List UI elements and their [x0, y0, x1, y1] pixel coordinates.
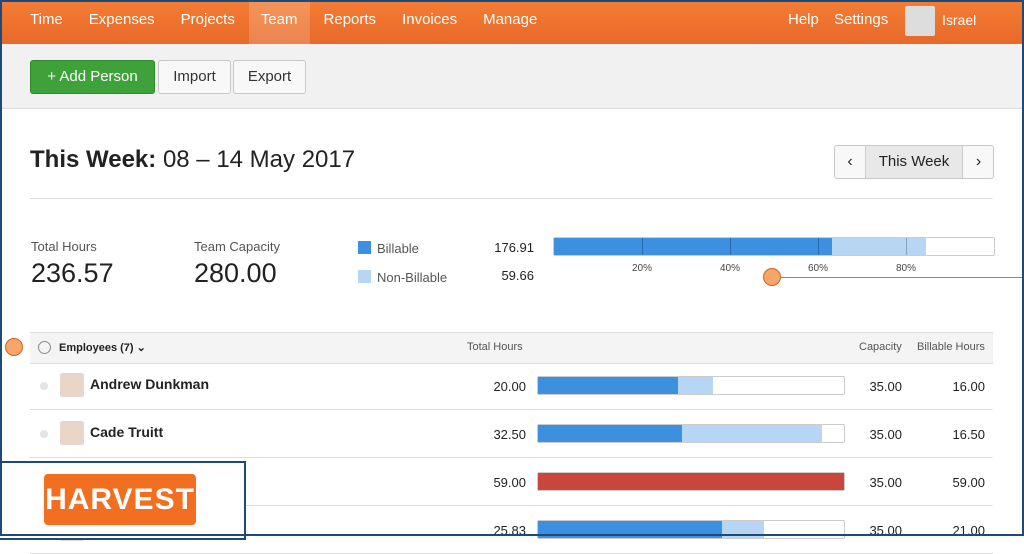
user-menu[interactable]: Israel	[942, 12, 977, 28]
tick-line	[906, 238, 907, 255]
avatar	[60, 373, 84, 397]
capacity-label: Team Capacity	[194, 239, 280, 254]
tick-label: 40%	[719, 263, 740, 274]
nonbillable-label: Non-Billable	[377, 270, 448, 285]
hours-bar	[537, 472, 845, 491]
billable-bar	[538, 377, 678, 394]
tick-label: 20%	[631, 263, 652, 274]
nonbillable-swatch	[358, 270, 371, 283]
billable-hours: 59.00	[952, 475, 985, 490]
billable-bar	[538, 521, 722, 538]
employee-row: Andrew Dunkman 20.00 35.00 16.00	[30, 362, 993, 410]
title-range: 08 – 14 May 2017	[162, 146, 356, 173]
billable-value: 176.91	[494, 240, 534, 255]
nonbillable-bar	[832, 238, 926, 255]
employee-name[interactable]: Cade Truitt	[90, 424, 164, 440]
capacity-value: 280.00	[194, 258, 277, 288]
billable-swatch	[358, 241, 371, 254]
nav-item[interactable]: Settings	[834, 11, 889, 28]
nav-item[interactable]: Invoices	[402, 11, 458, 28]
billable-bar	[554, 238, 832, 255]
this-week-button[interactable]: This Week	[866, 146, 962, 178]
avatar	[905, 6, 935, 36]
total-value: 236.57	[31, 258, 114, 288]
nonbillable-bar	[677, 377, 713, 394]
annotation-dot	[5, 338, 23, 356]
total-label: Total Hours	[31, 239, 97, 254]
next[interactable]: ›	[962, 146, 994, 178]
total-header: Total Hours	[467, 341, 523, 353]
nav-bar	[0, 0, 1024, 44]
hours-bar	[537, 376, 845, 395]
billable-hours: 16.50	[952, 427, 985, 442]
avatar	[60, 421, 84, 445]
nav-item[interactable]: Help	[788, 11, 819, 28]
employees-text: Employees (7)	[59, 342, 134, 354]
employee-name[interactable]: Andrew Dunkman	[90, 376, 210, 392]
tick-line	[730, 238, 731, 255]
import-button[interactable]: Import	[158, 60, 231, 94]
divider	[30, 198, 993, 199]
billable-hours: 16.00	[952, 379, 985, 394]
nav-item[interactable]: Time	[30, 11, 63, 28]
nav-item[interactable]: Projects	[180, 11, 235, 28]
nav-item[interactable]: Manage	[483, 11, 538, 28]
employees-header[interactable]: Employees (7) ⌄	[59, 342, 146, 354]
add-button[interactable]: + Add Person	[30, 60, 155, 94]
annotation-line	[772, 277, 1024, 278]
hours-bar	[537, 424, 845, 443]
title: This Week: 08 – 14 May 2017	[30, 146, 355, 174]
nav-item[interactable]: Team	[248, 0, 310, 44]
annotation-dot	[763, 268, 781, 286]
total-hours: 59.00	[493, 475, 526, 490]
prev[interactable]: ‹	[835, 146, 866, 178]
over-capacity-bar	[538, 473, 844, 490]
table-header: Employees (7) ⌄ Total Hours Capacity Bil…	[30, 332, 993, 364]
billable-bar	[538, 425, 683, 442]
employee-row: Cade Truitt 32.50 35.00 16.50	[30, 410, 993, 458]
capacity: 35.00	[869, 379, 902, 394]
logo-box: HARVEST	[0, 461, 246, 540]
status-dot	[40, 382, 48, 390]
billable-header: Billable Hours	[917, 341, 985, 353]
logo: HARVEST	[44, 474, 196, 525]
clock-icon	[38, 341, 51, 354]
capacity: 35.00	[869, 427, 902, 442]
billable-label: Billable	[377, 241, 419, 256]
nav-item[interactable]: Expenses	[88, 11, 155, 28]
capacity-header: Capacity	[859, 341, 902, 353]
hours-bar	[537, 520, 845, 539]
tick-line	[642, 238, 643, 255]
nonbillable-value: 59.66	[501, 268, 534, 283]
nonbillable-bar	[682, 425, 823, 442]
tick-label: 80%	[895, 263, 916, 274]
total-hours: 20.00	[493, 379, 526, 394]
nonbillable-bar	[721, 521, 764, 538]
title-bold: This Week:	[30, 146, 157, 173]
tick-label: 60%	[807, 263, 828, 274]
export-button[interactable]: Export	[233, 60, 306, 94]
tick-line	[818, 238, 819, 255]
total-hours: 32.50	[493, 427, 526, 442]
week-nav: ‹ This Week ›	[834, 145, 994, 179]
status-dot	[40, 430, 48, 438]
nav-item[interactable]: Reports	[323, 11, 377, 28]
summary-bar: 20% 40% 60% 80%	[553, 237, 995, 274]
capacity: 35.00	[869, 475, 902, 490]
